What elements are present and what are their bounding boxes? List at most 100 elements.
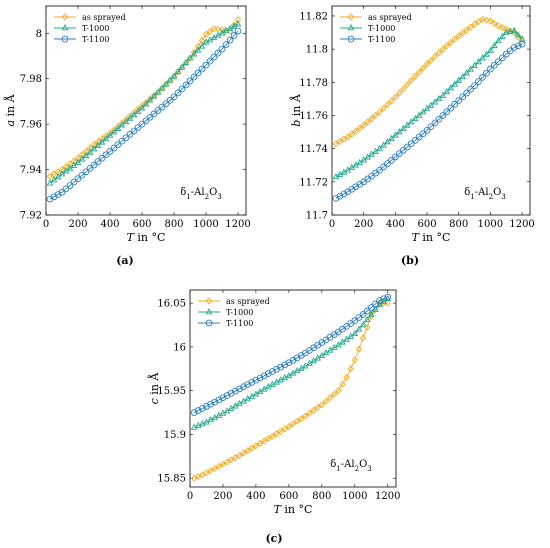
- data-point: [380, 163, 387, 171]
- data-point: [302, 412, 309, 420]
- data-point: [352, 127, 359, 135]
- data-point: [46, 179, 54, 186]
- data-point: [154, 107, 162, 114]
- data-point: [367, 310, 375, 317]
- data-point: [82, 151, 90, 159]
- legend-entry: as sprayed: [82, 13, 126, 22]
- y-tick-label: 7.92: [20, 211, 42, 222]
- data-point: [260, 372, 268, 380]
- data-point: [347, 365, 354, 373]
- data-point: [162, 80, 170, 88]
- data-point: [110, 128, 118, 135]
- data-point: [483, 69, 490, 77]
- y-tick-label: 11.7: [306, 211, 328, 222]
- data-point: [368, 150, 375, 157]
- data-point: [419, 64, 427, 72]
- data-point: [340, 190, 348, 198]
- data-point: [227, 389, 235, 397]
- data-point: [332, 195, 340, 202]
- data-point: [202, 30, 210, 38]
- data-point: [435, 49, 443, 57]
- data-point: [415, 68, 423, 76]
- series-line-t-1100: [335, 43, 523, 199]
- data-point: [330, 390, 338, 398]
- data-point: [360, 121, 367, 130]
- y-axis-label-group: b in Å: [289, 93, 303, 127]
- data-point: [273, 365, 280, 373]
- data-point: [376, 297, 383, 304]
- phase-annotation: δ1-Al2O3: [180, 187, 221, 201]
- data-point: [126, 131, 134, 138]
- data-point: [494, 58, 502, 65]
- data-point: [384, 299, 391, 307]
- data-point: [411, 72, 419, 81]
- data-point: [174, 67, 182, 75]
- data-point: [384, 293, 392, 301]
- series-t-1100: [332, 40, 526, 202]
- data-point: [479, 15, 486, 23]
- data-point: [368, 115, 375, 123]
- data-point: [459, 29, 466, 37]
- series-line-as-sprayed: [193, 302, 388, 479]
- data-point: [190, 409, 198, 416]
- data-point: [502, 28, 510, 35]
- data-point: [376, 166, 383, 174]
- data-point: [388, 156, 395, 164]
- data-point: [219, 394, 227, 402]
- data-point: [459, 93, 467, 101]
- data-point: [114, 122, 122, 130]
- data-point: [198, 42, 206, 49]
- y-tick-label: 16: [173, 342, 186, 353]
- data-point: [471, 61, 478, 68]
- x-tick-label: 800: [312, 491, 331, 502]
- data-point: [479, 54, 486, 61]
- data-point: [94, 158, 102, 165]
- data-point: [265, 435, 272, 443]
- data-point: [359, 321, 367, 328]
- data-point: [431, 98, 439, 105]
- data-point: [495, 22, 502, 30]
- y-tick-label: 11.78: [299, 78, 328, 89]
- data-point: [439, 91, 447, 98]
- data-point: [360, 156, 368, 163]
- data-point: [336, 192, 344, 200]
- data-point: [178, 63, 186, 71]
- data-point: [170, 72, 178, 79]
- data-point: [58, 188, 66, 196]
- legend-marker: [61, 13, 69, 21]
- data-point: [256, 439, 264, 448]
- data-point: [435, 94, 443, 102]
- data-point: [199, 405, 206, 412]
- data-point: [162, 100, 170, 108]
- data-point: [70, 178, 78, 186]
- series-as-sprayed: [46, 16, 242, 180]
- data-point: [162, 80, 170, 87]
- data-point: [234, 16, 242, 24]
- data-point: [471, 20, 478, 28]
- data-point: [178, 85, 186, 93]
- data-point: [356, 124, 363, 132]
- data-point: [451, 100, 459, 108]
- data-point: [427, 101, 435, 108]
- data-point: [256, 374, 264, 382]
- data-point: [415, 133, 423, 141]
- data-point: [219, 460, 227, 468]
- y-tick-label: 7.96: [20, 120, 42, 131]
- data-point: [218, 45, 226, 53]
- data-point: [298, 415, 305, 423]
- data-point: [463, 26, 470, 34]
- data-point: [439, 45, 447, 53]
- data-point: [359, 311, 367, 318]
- legend-marker: [347, 13, 355, 21]
- data-point: [134, 124, 142, 131]
- y-tick-label: 7.94: [20, 165, 42, 176]
- data-point: [498, 32, 506, 39]
- data-point: [114, 124, 122, 131]
- x-tick-label: 1200: [375, 491, 400, 502]
- data-point: [62, 163, 70, 171]
- data-point: [372, 111, 379, 120]
- data-point: [98, 154, 106, 162]
- data-point: [82, 168, 90, 176]
- data-point: [154, 88, 162, 96]
